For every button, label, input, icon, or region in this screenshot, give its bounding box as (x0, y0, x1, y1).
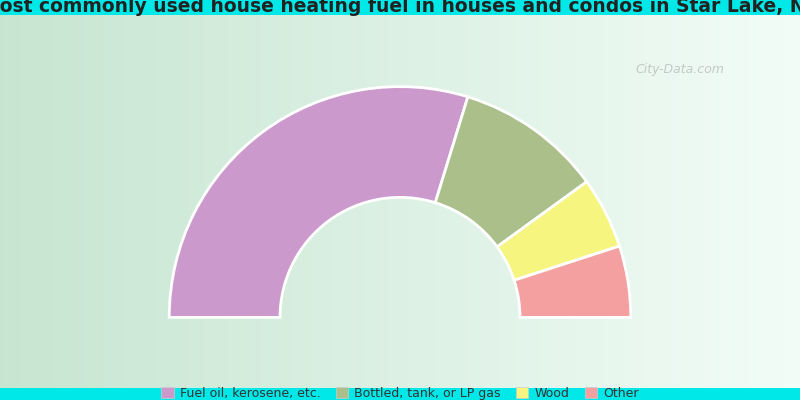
Legend: Fuel oil, kerosene, etc., Bottled, tank, or LP gas, Wood, Other: Fuel oil, kerosene, etc., Bottled, tank,… (161, 387, 639, 400)
Bar (0, 388, 800, 400)
Wedge shape (497, 182, 619, 280)
Wedge shape (514, 246, 630, 317)
Bar (0, 0, 800, 15)
Text: City-Data.com: City-Data.com (635, 64, 725, 76)
Text: Most commonly used house heating fuel in houses and condos in Star Lake, NY: Most commonly used house heating fuel in… (0, 0, 800, 16)
Wedge shape (435, 97, 586, 247)
Wedge shape (170, 87, 468, 317)
